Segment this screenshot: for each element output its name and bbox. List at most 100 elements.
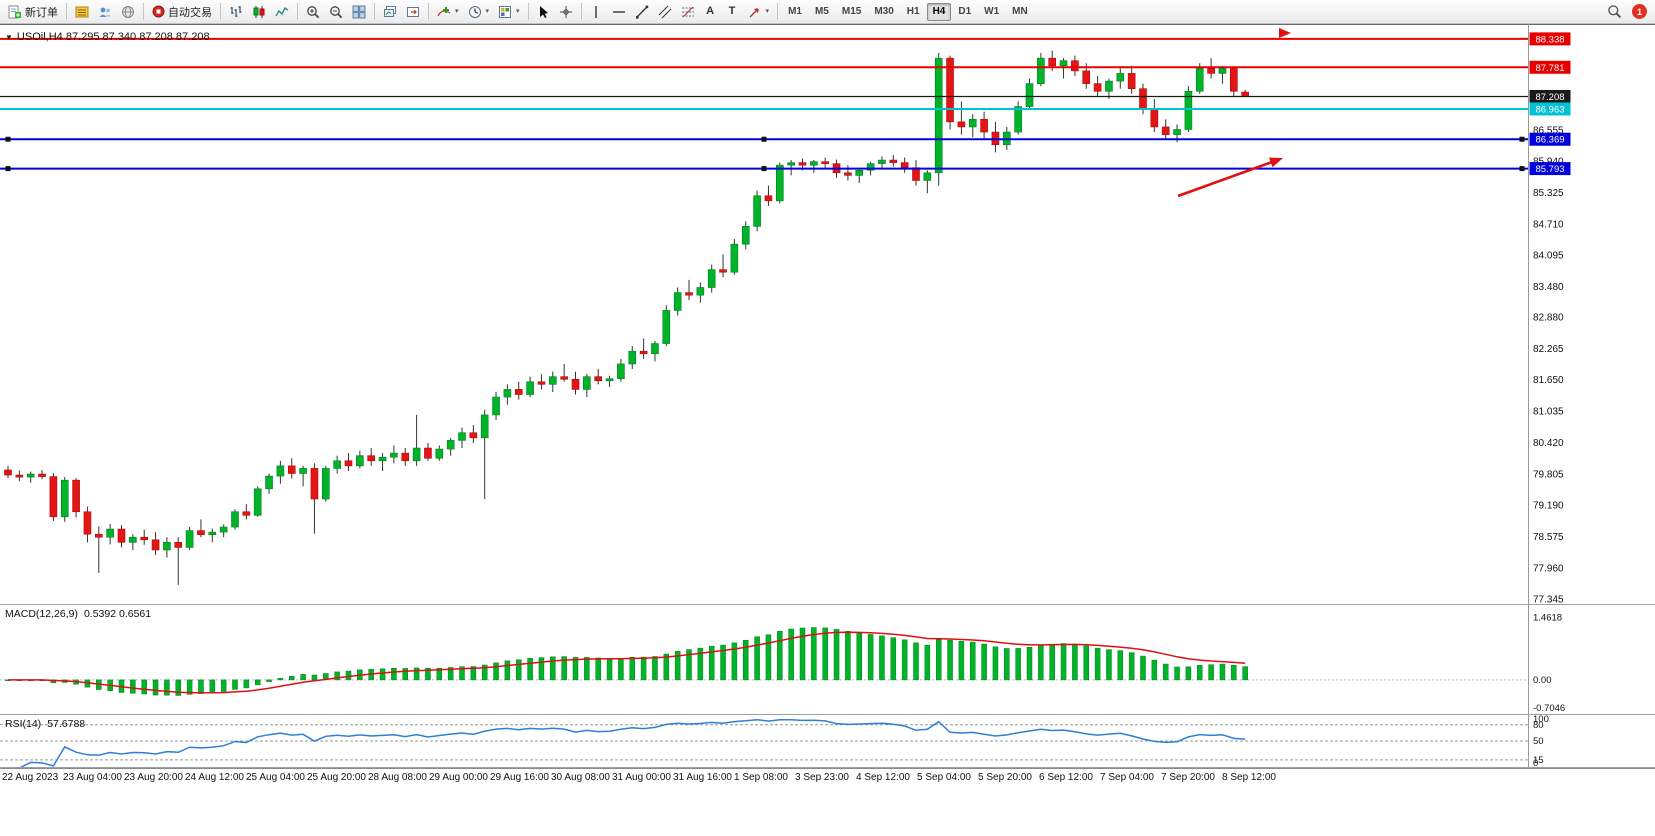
timeframe-d1-button[interactable]: D1 <box>952 3 977 21</box>
macd-header: MACD(12,26,9) 0.5392 0.6561 <box>5 608 151 620</box>
market-watch-button[interactable] <box>71 2 93 22</box>
fibonacci-button[interactable] <box>677 2 699 22</box>
candles <box>4 50 1249 586</box>
data-window-button[interactable] <box>94 2 116 22</box>
toolbar-separator <box>428 3 429 20</box>
crosshair-icon <box>559 5 572 18</box>
time-label: 24 Aug 12:00 <box>185 772 244 783</box>
horizontal-line-icon <box>612 10 625 13</box>
candlestick-chart-button[interactable] <box>248 2 270 22</box>
timeframe-h1-button[interactable]: H1 <box>901 3 926 21</box>
price-chart[interactable]: 86.55585.94085.32584.71084.09583.48082.8… <box>0 24 1655 604</box>
macd-histogram <box>5 627 1248 696</box>
bar-chart-icon <box>230 5 242 17</box>
svg-text:15: 15 <box>1533 755 1544 766</box>
svg-text:85.325: 85.325 <box>1533 188 1564 199</box>
channel-button[interactable] <box>654 2 676 22</box>
navigator-button[interactable] <box>117 2 139 22</box>
cursor-button[interactable] <box>533 2 554 22</box>
timeframe-mn-button[interactable]: MN <box>1006 3 1034 21</box>
label-tool-button[interactable]: T <box>722 2 743 22</box>
auto-trading-icon <box>152 5 165 18</box>
timeframe-m1-button[interactable]: M1 <box>782 3 808 21</box>
macd-signal-line <box>8 631 1246 694</box>
macd-label: MACD(12,26,9) <box>5 608 78 620</box>
indicators-button[interactable]: ▾ <box>433 2 463 22</box>
templates-button[interactable]: ▾ <box>494 2 524 22</box>
time-label: 22 Aug 2023 <box>2 772 59 783</box>
auto-trading-button[interactable]: 自动交易 <box>148 2 216 22</box>
trendline-icon <box>635 5 648 19</box>
toolbar-separator <box>220 3 221 20</box>
line-chart-icon <box>275 6 289 16</box>
zoom-out-button[interactable] <box>325 2 347 22</box>
time-label: 25 Aug 04:00 <box>246 772 305 783</box>
timeframe-m30-button[interactable]: M30 <box>868 3 899 21</box>
toolbar-separator <box>143 3 144 20</box>
notification-badge[interactable]: 1 <box>1632 4 1647 19</box>
svg-text:86.555: 86.555 <box>1533 125 1564 136</box>
time-axis[interactable]: 22 Aug 2023 23 Aug 04:00 23 Aug 20:00 24 Au… <box>0 768 1655 787</box>
svg-text:0.00: 0.00 <box>1533 675 1552 686</box>
time-label: 23 Aug 04:00 <box>63 772 122 783</box>
macd-scale: 1.4618 0.00 -0.7046 <box>1533 613 1565 714</box>
trendline-button[interactable] <box>631 2 653 22</box>
cascade-windows-button[interactable] <box>379 2 401 22</box>
price-scale: 86.55585.94085.32584.71084.09583.48082.8… <box>1533 125 1564 604</box>
time-label: 7 Sep 04:00 <box>1100 772 1154 783</box>
chart-shift-marker <box>1279 28 1291 38</box>
svg-text:80.420: 80.420 <box>1533 438 1564 449</box>
time-label: 6 Sep 12:00 <box>1039 772 1093 783</box>
toolbar-right-group: 1 <box>1603 2 1651 22</box>
rsi-values: 57.6788 <box>47 718 86 730</box>
data-window-icon <box>99 7 111 17</box>
bar-chart-button[interactable] <box>225 2 247 22</box>
periods-button[interactable]: ▾ <box>464 2 494 22</box>
zoom-in-icon <box>307 5 320 18</box>
timeframe-h4-button[interactable]: H4 <box>926 2 952 21</box>
timeframe-m15-button[interactable]: M15 <box>836 3 867 21</box>
market-watch-icon <box>75 6 89 17</box>
svg-text:87.781: 87.781 <box>1535 63 1564 74</box>
tile-windows-button[interactable] <box>348 2 370 22</box>
macd-chart[interactable]: 1.4618 0.00 -0.7046 <box>0 604 1655 714</box>
time-label: 5 Sep 20:00 <box>978 772 1032 783</box>
svg-text:79.805: 79.805 <box>1533 469 1564 480</box>
templates-icon <box>499 5 512 18</box>
chart-shift-icon <box>407 6 419 17</box>
timeframe-w1-button[interactable]: W1 <box>978 3 1005 21</box>
chart-title: USOil,H4 87.295 87.340 87.208 87.208 <box>16 31 210 43</box>
svg-text:84.710: 84.710 <box>1533 219 1564 230</box>
symbol-dropdown-icon[interactable]: ▼ <box>5 32 13 42</box>
svg-text:81.650: 81.650 <box>1533 375 1564 386</box>
new-order-button[interactable]: 新订单 <box>4 2 62 22</box>
crosshair-button[interactable] <box>555 2 577 22</box>
time-label: 28 Aug 08:00 <box>368 772 427 783</box>
time-label: 25 Aug 20:00 <box>307 772 366 783</box>
toolbar-separator <box>297 3 298 20</box>
tile-windows-icon <box>352 5 366 18</box>
search-button[interactable] <box>1603 2 1626 22</box>
svg-text:-0.7046: -0.7046 <box>1533 703 1565 714</box>
new-order-label: 新订单 <box>25 6 58 19</box>
price-tag <box>1529 60 1571 74</box>
vertical-line-button[interactable] <box>586 2 607 22</box>
arrows-tool-button[interactable]: ▾ <box>744 2 774 22</box>
chevron-down-icon: ▾ <box>455 8 459 15</box>
timeframe-m5-button[interactable]: M5 <box>809 3 835 21</box>
rsi-label: RSI(14) <box>5 718 42 730</box>
line-chart-button[interactable] <box>271 2 293 22</box>
toolbar-separator <box>777 3 779 20</box>
horizontal-line-button[interactable] <box>608 2 630 22</box>
chart-shift-button[interactable] <box>402 2 424 22</box>
time-label: 5 Sep 04:00 <box>917 772 971 783</box>
zoom-in-button[interactable] <box>302 2 324 22</box>
rsi-panel: 100 80 50 15 0 RSI(14) 57.6788 <box>0 714 1655 768</box>
svg-text:50: 50 <box>1533 736 1544 747</box>
time-label: 29 Aug 00:00 <box>429 772 488 783</box>
svg-text:87.208: 87.208 <box>1535 92 1564 103</box>
text-tool-button[interactable]: A <box>700 2 721 22</box>
